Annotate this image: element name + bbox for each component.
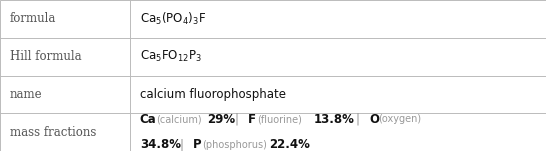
Text: 34.8%: 34.8%: [140, 138, 181, 151]
Text: 22.4%: 22.4%: [269, 138, 310, 151]
Text: F: F: [248, 113, 256, 126]
Text: Ca$_5$(PO$_4$)$_3$F: Ca$_5$(PO$_4$)$_3$F: [140, 11, 206, 27]
Text: calcium fluorophosphate: calcium fluorophosphate: [140, 88, 286, 101]
Text: (calcium): (calcium): [156, 114, 201, 124]
Text: Ca$_5$FO$_{12}$P$_3$: Ca$_5$FO$_{12}$P$_3$: [140, 49, 201, 64]
Text: 13.8%: 13.8%: [314, 113, 355, 126]
Text: (fluorine): (fluorine): [257, 114, 302, 124]
Text: |: |: [179, 138, 183, 151]
Text: |: |: [355, 113, 359, 126]
Text: formula: formula: [10, 12, 56, 25]
Text: P: P: [193, 138, 202, 151]
Text: (oxygen): (oxygen): [378, 114, 422, 124]
Text: mass fractions: mass fractions: [10, 126, 96, 139]
Text: (phosphorus): (phosphorus): [202, 140, 267, 150]
Text: Ca: Ca: [140, 113, 157, 126]
Text: O: O: [369, 113, 379, 126]
Text: Hill formula: Hill formula: [10, 50, 81, 63]
Text: |: |: [234, 113, 238, 126]
Text: 29%: 29%: [207, 113, 235, 126]
Text: name: name: [10, 88, 43, 101]
